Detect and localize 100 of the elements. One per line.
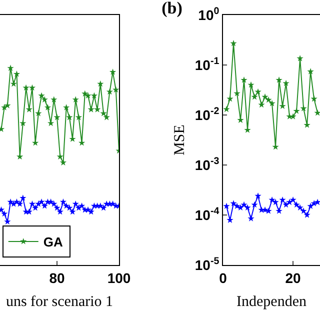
- point: [66, 204, 73, 211]
- point: [88, 208, 94, 215]
- point: [22, 84, 30, 91]
- point: [276, 208, 282, 214]
- point: [35, 110, 42, 116]
- point: [62, 104, 70, 110]
- y-tick-label: 10$^{-4}$: [194, 206, 220, 223]
- point: [304, 212, 310, 218]
- x-axis-title: uns for scenario 1: [6, 294, 114, 310]
- point: [66, 114, 73, 120]
- point: [230, 40, 237, 46]
- point: [293, 108, 300, 114]
- y-tick-label: 10$^{-5}$: [194, 256, 220, 273]
- point: [310, 200, 318, 206]
- point: [7, 64, 14, 71]
- point: [41, 96, 48, 102]
- point: [112, 86, 119, 93]
- point: [60, 159, 67, 166]
- point: [276, 76, 282, 83]
- point: [56, 153, 64, 160]
- x-tick-label: 20: [285, 270, 302, 286]
- point: [307, 68, 314, 74]
- y-tick-label: 10$^{-2}$: [194, 106, 220, 123]
- point: [223, 202, 230, 210]
- point: [262, 93, 268, 100]
- point: [314, 109, 320, 116]
- chart-title: (b): [162, 0, 182, 18]
- point: [248, 81, 254, 88]
- point: [100, 110, 107, 116]
- point: [44, 104, 52, 110]
- point: [50, 96, 58, 102]
- y-tick-label: 10$^{-1}$: [194, 56, 220, 73]
- point: [90, 92, 98, 99]
- point: [262, 206, 268, 213]
- point: [300, 208, 307, 214]
- point: [279, 196, 286, 203]
- point: [226, 95, 234, 102]
- point: [310, 95, 318, 102]
- point: [13, 70, 20, 77]
- point: [47, 120, 54, 126]
- point: [265, 96, 272, 103]
- point: [314, 198, 320, 206]
- point: [240, 201, 248, 208]
- point: [38, 198, 45, 205]
- point: [290, 196, 296, 203]
- point: [254, 192, 262, 199]
- point: [282, 80, 290, 86]
- y-axis-title: MSE: [172, 124, 188, 156]
- point: [72, 96, 79, 102]
- point: [100, 204, 107, 211]
- point: [69, 208, 76, 215]
- point: [28, 200, 36, 207]
- point: [88, 106, 94, 112]
- point: [272, 198, 279, 206]
- point: [268, 100, 276, 106]
- x-tick-label: 100: [107, 270, 131, 286]
- point: [296, 204, 304, 211]
- point: [97, 80, 104, 87]
- x-tick-label: 80: [49, 270, 66, 286]
- point: [251, 93, 258, 100]
- point: [234, 202, 240, 210]
- point: [56, 208, 64, 215]
- point: [307, 202, 314, 210]
- point: [286, 198, 293, 206]
- point: [16, 200, 24, 207]
- point: [244, 204, 251, 211]
- point: [296, 54, 304, 62]
- y-tick-label: 10$^{-3}$: [194, 156, 220, 173]
- point: [234, 90, 240, 96]
- legend-label: GA: [43, 234, 64, 250]
- point: [75, 114, 82, 120]
- point: [251, 201, 258, 208]
- point: [41, 202, 48, 209]
- point: [240, 76, 248, 83]
- point: [258, 101, 265, 108]
- point: [254, 88, 262, 95]
- y-tick-label: 10$^{0}$: [198, 6, 220, 23]
- x-tick-label: 0: [219, 270, 228, 286]
- point: [54, 204, 60, 211]
- point: [78, 202, 86, 209]
- point: [26, 208, 32, 215]
- point: [106, 88, 114, 95]
- point: [1, 210, 8, 217]
- point: [38, 92, 45, 99]
- point: [223, 106, 230, 112]
- point: [109, 68, 116, 75]
- point: [20, 194, 26, 201]
- point: [54, 114, 60, 120]
- point: [103, 114, 110, 120]
- point: [226, 216, 234, 223]
- point: [10, 80, 17, 87]
- point: [300, 104, 307, 112]
- point: [72, 200, 79, 207]
- point: [32, 204, 39, 211]
- point: [4, 102, 11, 108]
- point: [282, 201, 290, 208]
- point: [50, 200, 58, 207]
- point: [293, 201, 300, 208]
- point: [4, 218, 11, 225]
- point: [248, 215, 254, 222]
